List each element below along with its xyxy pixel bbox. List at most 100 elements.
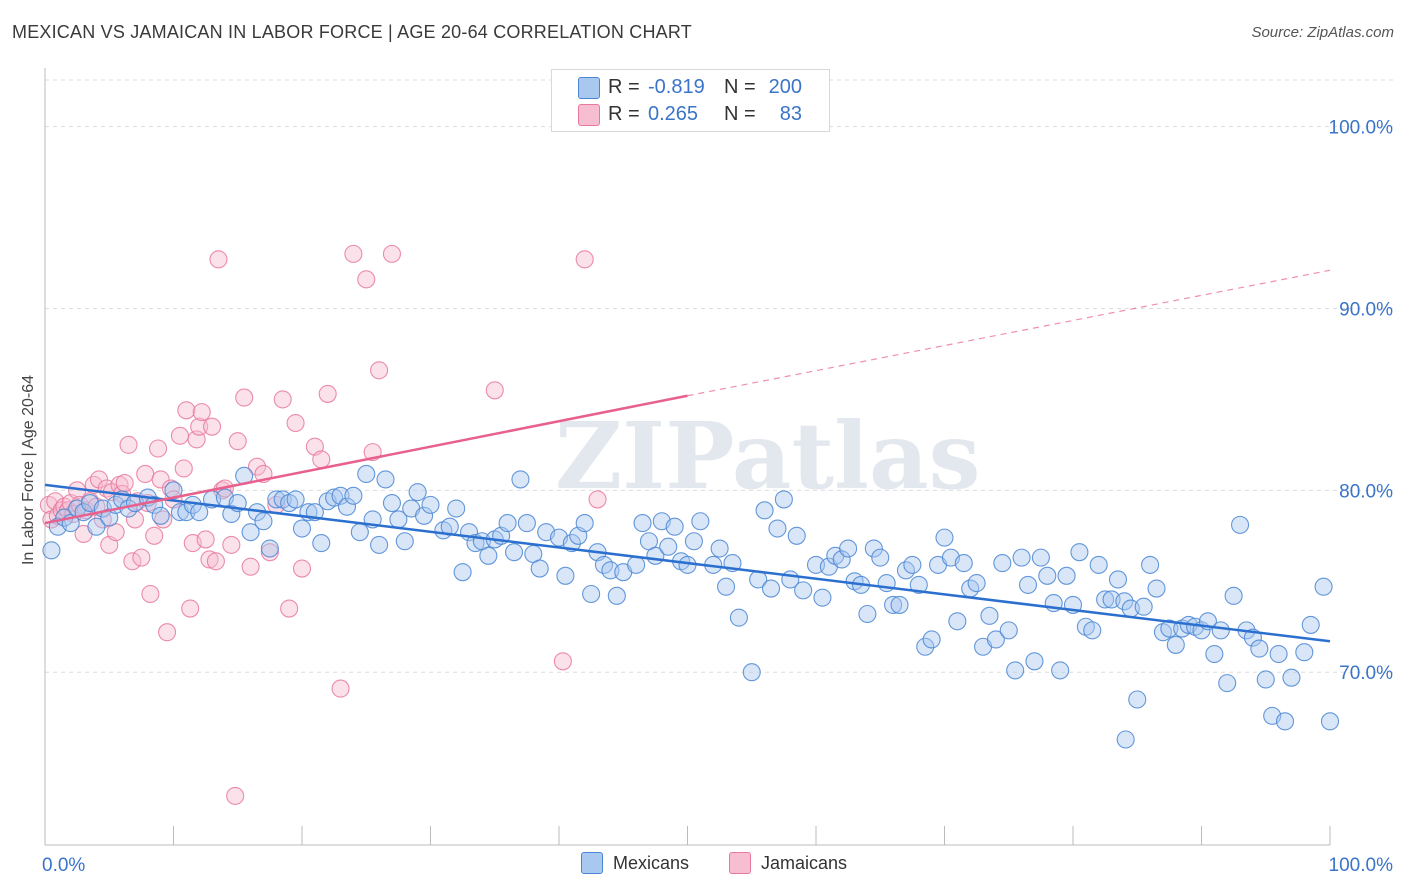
mexicans-point (286, 490, 305, 509)
bottom-legend-jamaicans: Jamaicans (729, 852, 847, 874)
jamaicans-point (136, 464, 155, 484)
mexicans-point (916, 637, 935, 656)
mexicans-point (1314, 577, 1333, 596)
mexicans-point (254, 512, 273, 531)
jamaicans-point (132, 548, 151, 567)
mexicans-point (1141, 555, 1160, 574)
jamaicans-point (226, 786, 245, 805)
jamaicans-point (200, 550, 219, 569)
mexicans-point (1250, 639, 1269, 658)
jamaicans-point (145, 526, 164, 545)
jamaicans-point (273, 390, 292, 409)
mexicans-point (871, 548, 890, 567)
legend-row-jamaicans: R = 0.265 N = 83 (552, 101, 829, 127)
jamaicans-point (46, 492, 65, 511)
mexicans-point (415, 506, 434, 525)
mexicans-point (948, 612, 967, 631)
axis-layer (44, 68, 1331, 846)
mexicans-point (659, 537, 678, 556)
legend-r-value: 0.265 (648, 102, 699, 125)
mexicans-point (633, 514, 652, 533)
jamaicans-point (196, 530, 215, 549)
jamaicans-point (241, 557, 260, 576)
jamaicans-point (280, 599, 299, 618)
mexicans-point (498, 514, 517, 533)
jamaicans-point (209, 250, 228, 269)
mexicans-point (357, 464, 376, 484)
mexicans-point (222, 504, 241, 524)
y-axis-label: In Labor Force | Age 20-64 (20, 374, 37, 566)
jamaicans-point (382, 244, 402, 263)
jamaicans-point (247, 457, 267, 476)
mexicans-point (1205, 644, 1224, 664)
mexicans-point (999, 621, 1018, 640)
mexicans-point (87, 517, 106, 536)
mexicans-point (813, 588, 832, 607)
mexicans-point (1231, 515, 1250, 534)
jamaicans-point (192, 403, 211, 422)
mexicans-point (325, 488, 344, 507)
jamaicans-point (119, 435, 138, 454)
jamaicans-point (170, 426, 189, 445)
jamaicans-point (344, 244, 363, 263)
mexicans-point (839, 539, 858, 558)
mexicans-trend-line (44, 483, 1331, 643)
mexicans-point (729, 608, 748, 627)
mexicans-point (312, 534, 331, 553)
mexicans-point (382, 494, 402, 513)
jamaicans-point (318, 384, 337, 403)
mexicans-point (344, 486, 363, 505)
jamaicans-trend-extension (687, 269, 1331, 397)
jamaicans-point (575, 250, 594, 269)
mexicans-point (370, 535, 389, 554)
mexicans-point (504, 543, 524, 562)
mexicans-point (935, 528, 954, 547)
mexicans-point (794, 581, 813, 600)
bottom-legend-label-mexicans: Mexicans (613, 852, 690, 873)
x-tick-label: 0.0% (42, 855, 85, 876)
jamaicans-point (331, 679, 350, 698)
jamaicans-point (588, 490, 607, 509)
mexicans-point (556, 566, 575, 585)
mexicans-point (1051, 661, 1070, 680)
jamaicans-point (292, 559, 312, 578)
mexicans-point (1275, 712, 1295, 731)
mexicans-point (1134, 597, 1153, 616)
mexicans-point (607, 586, 626, 605)
jamaicans-point (228, 432, 247, 451)
legend-n-value: 83 (779, 102, 802, 125)
correlation-legend: R = -0.819 N = 200 R = 0.265 N = 83 (551, 69, 830, 132)
jamaicans-point (203, 417, 222, 436)
mexicans-point (575, 514, 594, 533)
mexicans-point (1166, 635, 1185, 654)
mexicans-point (1038, 566, 1057, 585)
mexicans-point (292, 519, 312, 538)
mexicans-point (716, 577, 736, 596)
bottom-legend-swatch-jamaicans (729, 852, 751, 874)
mexicans-point (1108, 570, 1128, 589)
y-axis-label-wrap: In Labor Force | Age 20-64 (14, 340, 44, 600)
jamaicans-point (181, 599, 200, 618)
mexicans-point (1160, 619, 1179, 638)
mexicans-point (832, 550, 851, 569)
y-tick-label: 70.0% (1339, 663, 1393, 684)
mexicans-point (447, 499, 466, 518)
mexicans-point (1012, 548, 1031, 567)
mexicans-point (517, 514, 536, 533)
mexicans-point (742, 663, 761, 682)
mexicans-point (909, 575, 928, 594)
mexicans-point (864, 539, 883, 558)
jamaicans-point (123, 552, 142, 571)
jamaicans-point (553, 652, 572, 671)
jamaicans-point (177, 401, 196, 420)
mexicans-point (1128, 690, 1147, 709)
jamaicans-point (149, 439, 168, 458)
mexicans-point (177, 503, 196, 522)
mexicans-point (922, 630, 941, 649)
jamaicans-point (370, 361, 389, 380)
jamaicans-point (141, 584, 160, 604)
mexicans-point (890, 595, 909, 614)
jamaicans-point (125, 510, 144, 529)
tick-label-layer: 70.0% 80.0% 90.0% 100.0% 0.0% 100.0% (42, 118, 1393, 876)
mexicans-point (1320, 712, 1340, 731)
